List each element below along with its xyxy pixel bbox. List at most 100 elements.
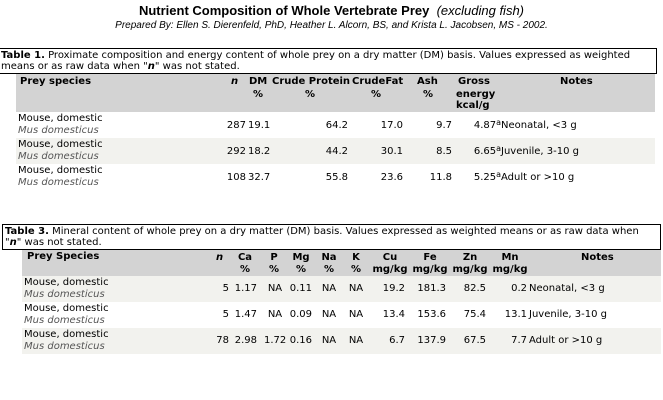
table3-header-zn: Zn xyxy=(462,252,478,263)
row-scientific-name: Mus domesticus xyxy=(24,315,105,326)
row-na: NA xyxy=(321,309,337,320)
table3-header-ca-unit: % xyxy=(239,264,251,275)
row-n: 5 xyxy=(222,283,229,294)
table3-caption-line2a: " xyxy=(5,237,10,248)
table1-header-ge: Gross xyxy=(458,76,490,87)
table-row: Mouse, domestic Mus domesticus 78 2.98 1… xyxy=(22,328,661,354)
row-common-name: Mouse, domestic xyxy=(24,277,109,288)
table3-header-fe: Fe xyxy=(423,252,437,263)
row-scientific-name: Mus domesticus xyxy=(18,177,99,188)
footnote-marker: a xyxy=(496,170,501,179)
row-na: NA xyxy=(321,335,337,346)
table3-header-notes: Notes xyxy=(581,252,614,263)
row-cu: 6.7 xyxy=(389,335,405,346)
row-scientific-name: Mus domesticus xyxy=(18,151,99,162)
table3-header xyxy=(22,250,661,276)
table1-header-dm-unit: % xyxy=(253,89,264,100)
row-notes: Neonatal, <3 g xyxy=(501,120,577,131)
row-scientific-name: Mus domesticus xyxy=(18,125,99,136)
row-ge: 4.87a xyxy=(473,118,501,132)
row-ge: 5.25a xyxy=(473,170,501,184)
table1-header-notes: Notes xyxy=(560,76,593,87)
table1-header-cp-unit: % xyxy=(305,89,316,100)
table1-caption: Table 1. Proximate composition and energ… xyxy=(0,48,657,74)
row-cp: 55.8 xyxy=(325,172,348,183)
table3-header-species: Prey Species xyxy=(27,251,100,262)
row-scientific-name: Mus domesticus xyxy=(24,289,105,300)
table3-header-fe-unit: mg/kg xyxy=(412,264,448,275)
row-cu: 13.4 xyxy=(382,309,405,320)
table1-header-ge-3: kcal/g xyxy=(456,100,490,111)
row-cf: 17.0 xyxy=(380,120,403,131)
footnote-marker: a xyxy=(496,144,501,153)
row-zn: 75.4 xyxy=(463,309,486,320)
table1-header-ge-2: energy xyxy=(456,89,496,100)
row-cu: 19.2 xyxy=(382,283,405,294)
table3-header-ca: Ca xyxy=(237,252,253,263)
row-p: NA xyxy=(267,309,283,320)
row-p: NA xyxy=(267,283,283,294)
table3-caption: Table 3. Mineral content of whole prey o… xyxy=(2,224,661,250)
table3-header-cu-unit: mg/kg xyxy=(372,264,408,275)
row-ash: 9.7 xyxy=(436,120,452,131)
row-n: 108 xyxy=(226,172,246,183)
table1-header-cf-unit: % xyxy=(371,89,382,100)
row-k: NA xyxy=(348,335,364,346)
row-ca: 2.98 xyxy=(234,335,257,346)
table-row: Mouse, domestic Mus domesticus 5 1.17 NA… xyxy=(22,276,661,302)
table3-header-mn-unit: mg/kg xyxy=(492,264,528,275)
row-cp: 64.2 xyxy=(325,120,348,131)
row-dm: 18.2 xyxy=(248,146,271,157)
row-notes: Neonatal, <3 g xyxy=(529,283,605,294)
table3-header-n: n xyxy=(216,252,224,263)
row-ca: 1.17 xyxy=(234,283,257,294)
table1-header-cf: CrudeFat xyxy=(352,76,404,87)
table1-header-n: n xyxy=(231,76,239,87)
row-na: NA xyxy=(321,283,337,294)
table3-header-na-unit: % xyxy=(323,264,335,275)
row-zn: 67.5 xyxy=(463,335,486,346)
table3-header-mg: Mg xyxy=(292,252,310,263)
table3-header-p-unit: % xyxy=(268,264,280,275)
table3-header-p: P xyxy=(270,252,278,263)
table3-header-na: Na xyxy=(321,252,337,263)
table1-caption-line1: Proximate composition and energy content… xyxy=(44,50,631,61)
row-ash: 8.5 xyxy=(436,146,452,157)
table1-header-cp: Crude Protein xyxy=(272,76,351,87)
prepared-by: Prepared By: Ellen S. Dierenfeld, PhD, H… xyxy=(115,20,548,31)
row-mn: 7.7 xyxy=(511,335,527,346)
row-fe: 181.3 xyxy=(417,283,446,294)
footnote-marker: a xyxy=(496,118,501,127)
row-dm: 32.7 xyxy=(248,172,271,183)
row-k: NA xyxy=(348,283,364,294)
table3-header-cu: Cu xyxy=(382,252,398,263)
row-cf: 23.6 xyxy=(380,172,403,183)
row-mg: 0.09 xyxy=(289,309,312,320)
row-mn: 0.2 xyxy=(511,283,527,294)
table1-header-ash: Ash xyxy=(417,76,438,87)
row-scientific-name: Mus domesticus xyxy=(24,341,105,352)
row-notes: Adult or >10 g xyxy=(529,335,603,346)
table3-header-k: K xyxy=(352,252,360,263)
row-notes: Juvenile, 3-10 g xyxy=(501,146,579,157)
table3-header-zn-unit: mg/kg xyxy=(452,264,488,275)
table1-caption-line2b: " was not stated. xyxy=(154,61,240,72)
row-ge: 6.65a xyxy=(473,144,501,158)
table1-caption-n: n xyxy=(147,61,155,72)
row-common-name: Mouse, domestic xyxy=(24,329,109,340)
row-common-name: Mouse, domestic xyxy=(18,139,103,150)
table1-header-dm: DM xyxy=(249,76,268,87)
table-row: Mouse, domestic Mus domesticus 287 19.1 … xyxy=(16,112,655,138)
row-mg: 0.16 xyxy=(289,335,312,346)
title-subtitle: (excluding fish) xyxy=(436,3,525,18)
table-row: Mouse, domestic Mus domesticus 108 32.7 … xyxy=(16,164,655,190)
table3-caption-label: Table 3. xyxy=(5,226,49,237)
row-common-name: Mouse, domestic xyxy=(24,303,109,314)
row-common-name: Mouse, domestic xyxy=(18,165,103,176)
row-mg: 0.11 xyxy=(289,283,312,294)
row-cp: 44.2 xyxy=(325,146,348,157)
table1-header-species: Prey species xyxy=(20,76,92,87)
row-common-name: Mouse, domestic xyxy=(18,113,103,124)
row-notes: Juvenile, 3-10 g xyxy=(529,309,607,320)
row-p: 1.72 xyxy=(264,335,287,346)
